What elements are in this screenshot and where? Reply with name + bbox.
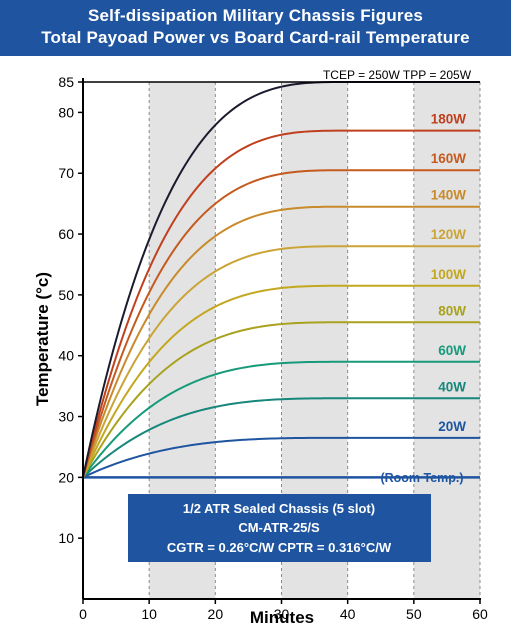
- series-line-140W: [82, 205, 480, 478]
- y-tick-label-60: 60: [58, 226, 74, 242]
- y-tick-label-85: 85: [58, 74, 74, 90]
- series-label-40W: 40W: [438, 379, 466, 394]
- series-line-100W: [82, 284, 480, 478]
- series-line-120W: [82, 245, 480, 478]
- series-line-160W: [82, 169, 480, 478]
- chart-area: 20W 40W 60W 80W 100W 120W 140W 160W 180W 10 20 30 4…: [33, 68, 488, 627]
- y-tick-label-50: 50: [58, 287, 74, 303]
- series-line-20W: [82, 436, 480, 479]
- room-temp-label: (Room Temp.): [380, 471, 463, 485]
- x-tick-label-10: 10: [141, 606, 157, 622]
- series-label-160W: 160W: [431, 151, 467, 166]
- y-tick-label-20: 20: [58, 469, 74, 485]
- x-tick-label-60: 60: [472, 606, 488, 622]
- x-tick-label-40: 40: [340, 606, 356, 622]
- x-axis-label: Minutes: [250, 608, 314, 627]
- info-box-line3: CGTR = 0.26°C/W CPTR = 0.316°C/W: [167, 540, 392, 555]
- series-line-40W: [82, 397, 480, 479]
- info-box-background: [128, 494, 431, 562]
- y-tick-label-70: 70: [58, 165, 74, 181]
- series-labels: 20W 40W 60W 80W 100W 120W 140W 160W 180W: [431, 112, 467, 434]
- x-tick-label-0: 0: [79, 606, 87, 622]
- series-label-140W: 140W: [431, 188, 467, 203]
- x-tick-label-20: 20: [208, 606, 224, 622]
- series-label-120W: 120W: [431, 227, 467, 242]
- y-axis-label: Temperature (°c): [33, 272, 52, 406]
- y-tick-label-10: 10: [58, 530, 74, 546]
- axis-ticks: 10 20 30 40 50 60 70 80 85 0 10 20 30 40 50 60: [58, 74, 488, 622]
- info-box: 1/2 ATR Sealed Chassis (5 slot) CM-ATR-2…: [128, 494, 431, 562]
- series-label-20W: 20W: [438, 419, 466, 434]
- series-label-100W: 100W: [431, 267, 467, 282]
- info-box-line1: 1/2 ATR Sealed Chassis (5 slot): [183, 501, 375, 516]
- info-box-line2: CM-ATR-25/S: [238, 520, 320, 535]
- series-line-max: [82, 81, 480, 478]
- x-tick-label-30: 30: [274, 606, 290, 622]
- chart-title-line1: Self-dissipation Military Chassis Figure…: [87, 6, 424, 25]
- series-label-180W: 180W: [431, 112, 467, 127]
- chart-title-line2: Total Payoad Power vs Board Card-rail Te…: [41, 28, 470, 47]
- y-tick-label-30: 30: [58, 409, 74, 425]
- series-label-80W: 80W: [438, 303, 466, 318]
- series-curves: [82, 81, 480, 479]
- series-line-80W: [82, 321, 480, 478]
- series-label-60W: 60W: [438, 343, 466, 358]
- y-tick-label-40: 40: [58, 348, 74, 364]
- series-line-60W: [82, 360, 480, 478]
- series-line-180W: [82, 129, 480, 478]
- chart-header: Self-dissipation Military Chassis Figure…: [0, 0, 511, 56]
- x-tick-label-50: 50: [406, 606, 422, 622]
- y-tick-label-80: 80: [58, 104, 74, 120]
- top-annotation: TCEP = 250W TPP = 205W: [323, 68, 472, 82]
